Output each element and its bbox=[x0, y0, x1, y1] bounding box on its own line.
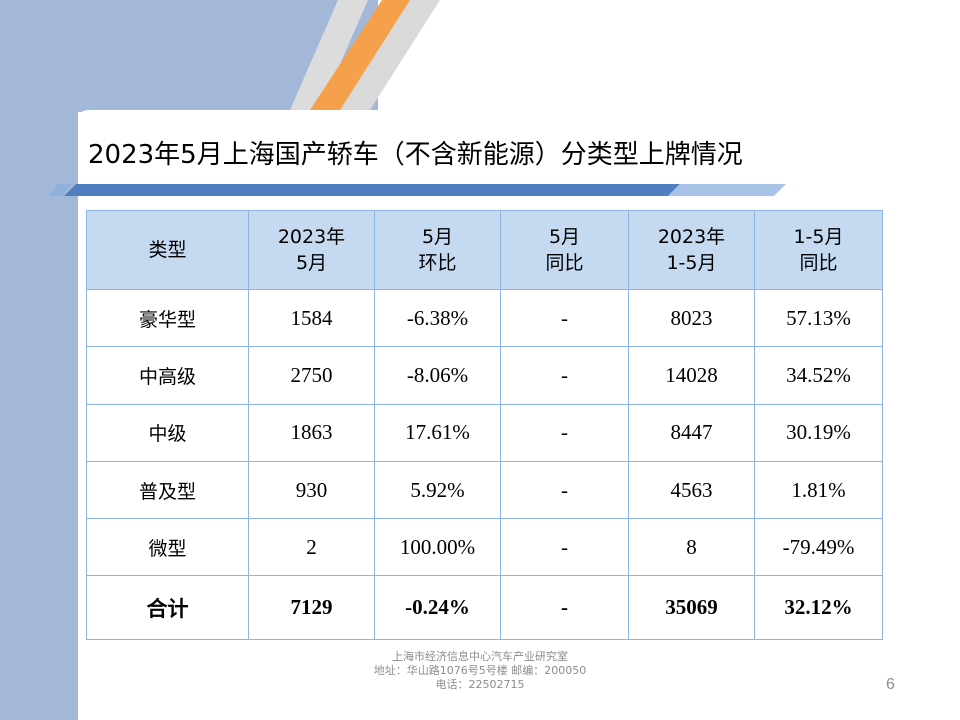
cell-may: 7129 bbox=[248, 575, 375, 640]
cell-type: 中高级 bbox=[86, 346, 249, 405]
cell-ytd: 8447 bbox=[628, 403, 755, 462]
table-row: 豪华型 1584 -6.38% - 8023 57.13% bbox=[86, 288, 883, 348]
cell-may: 930 bbox=[248, 460, 375, 520]
cell-ytd: 35069 bbox=[628, 575, 755, 640]
registration-table: 类型 2023年 5月 5月 环比 5月 同比 2023年 1-5月 1-5月 同比 豪华… bbox=[86, 210, 883, 640]
cell-ytd-yoy: 34.52% bbox=[754, 346, 883, 405]
orange-stripe bbox=[310, 0, 412, 110]
cell-yoy: - bbox=[500, 460, 629, 520]
cell-yoy: - bbox=[500, 288, 629, 348]
cell-type: 微型 bbox=[86, 518, 249, 577]
title-bar-main bbox=[64, 184, 680, 196]
footer-phone: 电话：22502715 bbox=[435, 678, 525, 691]
cell-ytd-yoy: 1.81% bbox=[754, 460, 883, 520]
table-total-row: 合计 7129 -0.24% - 35069 32.12% bbox=[86, 575, 883, 640]
cell-may: 2750 bbox=[248, 346, 375, 405]
cell-mom: -8.06% bbox=[374, 346, 501, 405]
cell-ytd: 8 bbox=[628, 518, 755, 577]
table-row: 普及型 930 5.92% - 4563 1.81% bbox=[86, 460, 883, 520]
cell-yoy: - bbox=[500, 575, 629, 640]
cell-mom: 5.92% bbox=[374, 460, 501, 520]
header-type: 类型 bbox=[86, 210, 249, 290]
cell-yoy: - bbox=[500, 403, 629, 462]
cell-ytd-yoy: -79.49% bbox=[754, 518, 883, 577]
left-decor-band bbox=[0, 0, 78, 720]
table-row: 微型 2 100.00% - 8 -79.49% bbox=[86, 518, 883, 577]
header-ytd-2023: 2023年 1-5月 bbox=[628, 210, 755, 290]
cell-type: 普及型 bbox=[86, 460, 249, 520]
footer-contact: 上海市经济信息中心汽车产业研究室 地址：华山路1076号5号楼 邮编：20005… bbox=[310, 650, 650, 692]
cell-ytd: 8023 bbox=[628, 288, 755, 348]
cell-may: 1584 bbox=[248, 288, 375, 348]
cell-ytd-yoy: 32.12% bbox=[754, 575, 883, 640]
cell-type: 合计 bbox=[86, 575, 249, 640]
table-row: 中高级 2750 -8.06% - 14028 34.52% bbox=[86, 346, 883, 405]
footer-address: 地址：华山路1076号5号楼 邮编：200050 bbox=[373, 664, 587, 677]
title-bar-light bbox=[668, 184, 786, 196]
header-may-mom: 5月 环比 bbox=[374, 210, 501, 290]
cell-type: 豪华型 bbox=[86, 288, 249, 348]
cell-ytd-yoy: 57.13% bbox=[754, 288, 883, 348]
title-bar-accent-left bbox=[48, 184, 72, 196]
cell-may: 2 bbox=[248, 518, 375, 577]
cell-may: 1863 bbox=[248, 403, 375, 462]
header-may-2023: 2023年 5月 bbox=[248, 210, 375, 290]
cell-mom: -0.24% bbox=[374, 575, 501, 640]
header-may-yoy: 5月 同比 bbox=[500, 210, 629, 290]
footer-org: 上海市经济信息中心汽车产业研究室 bbox=[392, 650, 568, 663]
slide-title: 2023年5月上海国产轿车（不含新能源）分类型上牌情况 bbox=[88, 140, 743, 170]
table-header-row: 类型 2023年 5月 5月 环比 5月 同比 2023年 1-5月 1-5月 同比 bbox=[86, 210, 883, 290]
page-number: 6 bbox=[886, 676, 895, 693]
cell-ytd-yoy: 30.19% bbox=[754, 403, 883, 462]
cell-ytd: 4563 bbox=[628, 460, 755, 520]
cell-mom: 17.61% bbox=[374, 403, 501, 462]
cell-yoy: - bbox=[500, 518, 629, 577]
table-row: 中级 1863 17.61% - 8447 30.19% bbox=[86, 403, 883, 462]
cell-mom: 100.00% bbox=[374, 518, 501, 577]
header-ytd-yoy: 1-5月 同比 bbox=[754, 210, 883, 290]
cell-ytd: 14028 bbox=[628, 346, 755, 405]
cell-mom: -6.38% bbox=[374, 288, 501, 348]
gray-stripe-1 bbox=[290, 0, 368, 110]
cell-type: 中级 bbox=[86, 403, 249, 462]
gray-stripe-2 bbox=[340, 0, 440, 110]
cell-yoy: - bbox=[500, 346, 629, 405]
